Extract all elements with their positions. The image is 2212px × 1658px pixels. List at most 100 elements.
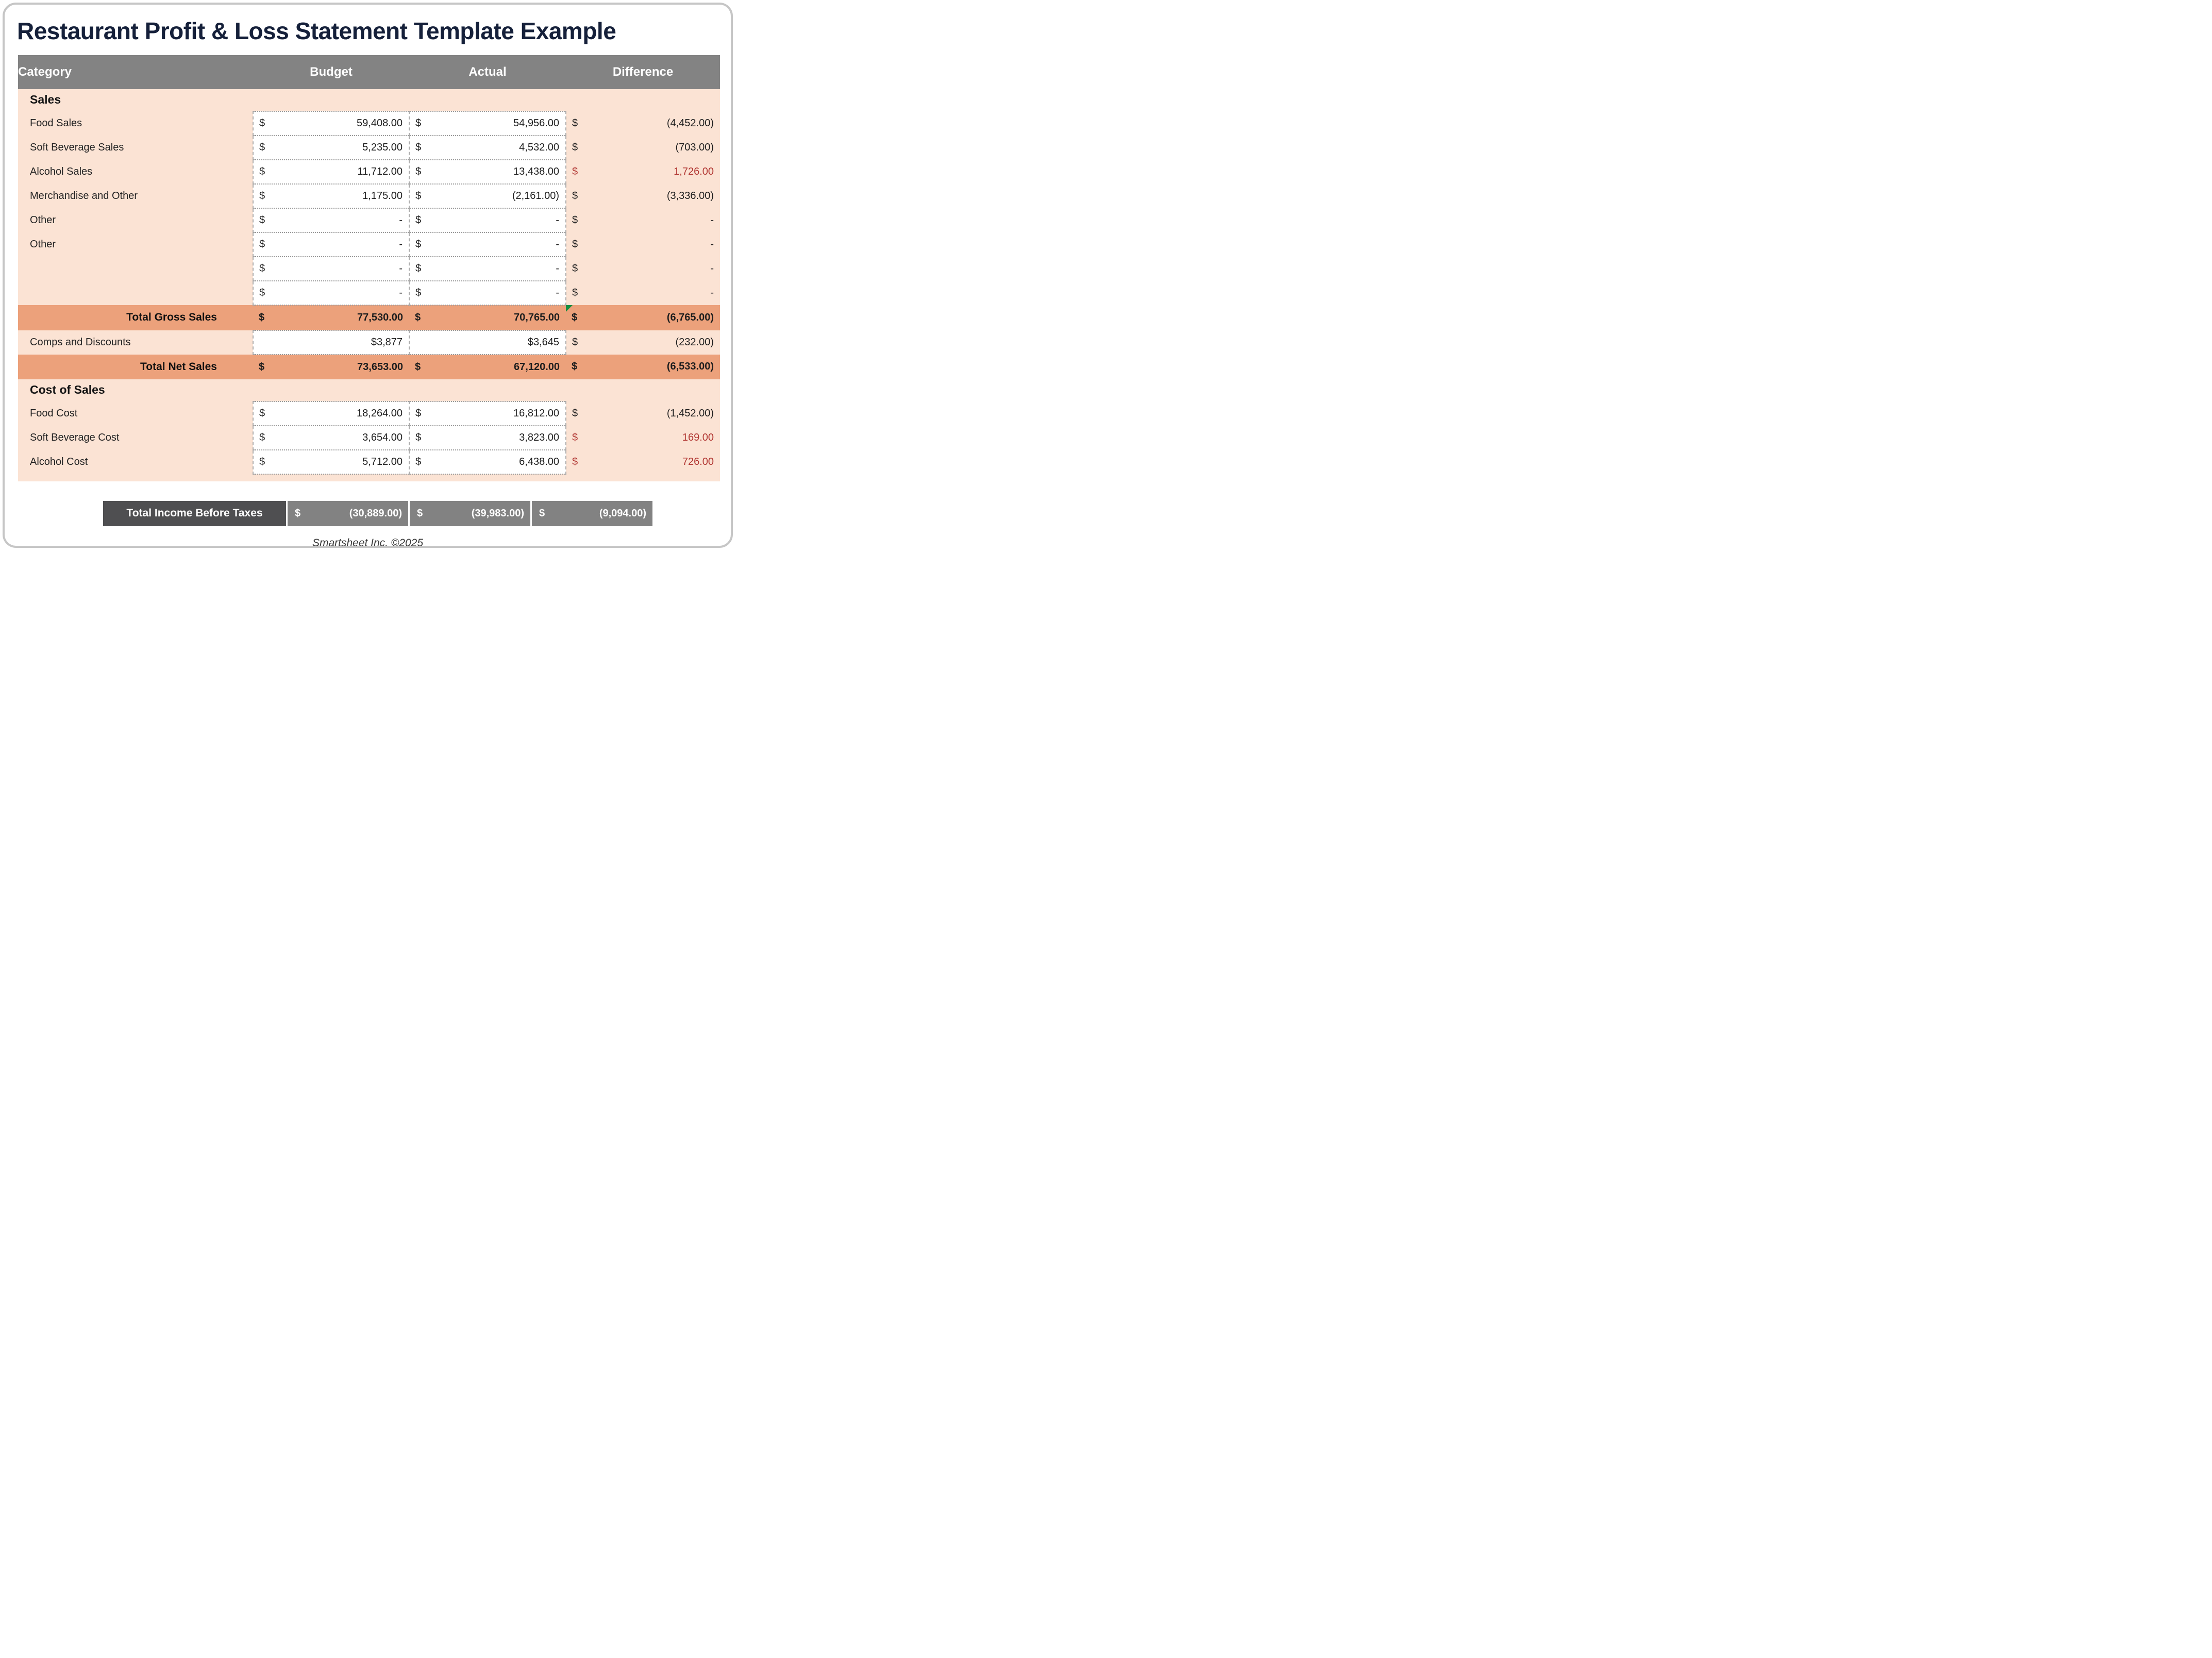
actual-value: $3,645 [527, 336, 559, 348]
currency-symbol: $ [572, 431, 578, 443]
actual-input-cell[interactable]: $ - [409, 280, 566, 306]
table-row: $ - $ - $ - [18, 280, 720, 306]
currency-symbol: $ [259, 165, 265, 177]
currency-symbol: $ [572, 165, 578, 177]
grand-total-actual-cell: $ (39,983.00) [410, 500, 530, 526]
currency-symbol: $ [572, 238, 578, 250]
budget-value: - [399, 262, 403, 274]
difference-value: (232.00) [675, 336, 714, 348]
actual-value: 3,823.00 [519, 431, 559, 443]
currency-symbol: $ [259, 117, 265, 129]
budget-input-cell[interactable]: $ - [253, 207, 410, 233]
budget-input-cell[interactable]: $5,235.00 [253, 135, 410, 160]
total-gross-sales-actual: $70,765.00 [409, 305, 566, 330]
currency-symbol: $ [415, 117, 422, 129]
budget-value: $3,877 [371, 336, 403, 348]
grand-total-budget-cell: $ (30,889.00) [288, 500, 408, 526]
currency-symbol: $ [259, 407, 265, 419]
column-header-category: Category [18, 55, 253, 89]
table-row: Other $ - $ - $ - [18, 231, 720, 257]
actual-input-cell[interactable]: $3,823.00 [409, 425, 566, 450]
category-cell: Food Cost [18, 401, 253, 426]
budget-value: 5,235.00 [362, 141, 403, 153]
actual-value: - [556, 238, 559, 250]
table-row: Alcohol Cost $5,712.00 $6,438.00 $726.00 [18, 449, 720, 475]
section-label: Sales [18, 89, 720, 111]
table-header-row: Category Budget Actual Difference [18, 55, 720, 89]
budget-input-cell[interactable]: $ - [253, 280, 410, 306]
budget-value: 3,654.00 [362, 431, 403, 443]
difference-value: (3,336.00) [666, 190, 714, 202]
difference-value: - [710, 262, 714, 274]
budget-input-cell[interactable]: $5,712.00 [253, 449, 410, 475]
actual-value: 67,120.00 [514, 361, 560, 373]
currency-symbol: $ [259, 287, 265, 298]
grand-total-row: Total Income Before Taxes $ (30,889.00) $… [103, 500, 731, 526]
budget-input-cell[interactable]: $59,408.00 [253, 110, 410, 136]
budget-input-cell[interactable]: $ - [253, 256, 410, 281]
budget-input-cell[interactable]: $3,654.00 [253, 425, 410, 450]
actual-value: - [556, 214, 559, 226]
budget-input-cell[interactable]: $18,264.00 [253, 400, 410, 426]
column-header-budget: Budget [253, 55, 409, 89]
currency-symbol: $ [415, 214, 422, 226]
template-card: Restaurant Profit & Loss Statement Templ… [3, 3, 733, 548]
total-net-sales-budget: $73,653.00 [253, 354, 409, 379]
table-row: Soft Beverage Sales $5,235.00 $4,532.00 … [18, 135, 720, 160]
category-cell: Other [18, 208, 253, 232]
table-row: Other $ - $ - $ - [18, 207, 720, 233]
formula-flag-icon [566, 305, 573, 312]
budget-value: 59,408.00 [357, 117, 403, 129]
currency-symbol: $ [572, 190, 578, 202]
currency-symbol: $ [415, 407, 422, 419]
difference-value: - [710, 214, 714, 226]
total-net-sales-difference: $ (6,533.00) [566, 354, 720, 379]
comps-and-discounts-row: Comps and Discounts $3,877 $3,645 $ (232.… [18, 329, 720, 355]
budget-input-cell[interactable]: $ - [253, 231, 410, 257]
actual-input-cell[interactable]: $13,438.00 [409, 159, 566, 185]
currency-symbol: $ [572, 141, 578, 153]
grand-total-budget-value: (30,889.00) [349, 507, 402, 519]
budget-input-cell[interactable]: $1,175.00 [253, 183, 410, 209]
actual-input-cell[interactable]: $54,956.00 [409, 110, 566, 136]
actual-input-cell[interactable]: $6,438.00 [409, 449, 566, 475]
actual-value: (2,161.00) [512, 190, 559, 202]
page-title: Restaurant Profit & Loss Statement Templ… [17, 18, 616, 44]
table-row: $ - $ - $ - [18, 256, 720, 281]
budget-input-cell[interactable]: $3,877 [253, 329, 410, 355]
currency-symbol: $ [539, 507, 545, 519]
actual-value: - [556, 287, 559, 298]
actual-input-cell[interactable]: $ - [409, 207, 566, 233]
actual-input-cell[interactable]: $3,645 [409, 329, 566, 355]
actual-input-cell[interactable]: $ - [409, 231, 566, 257]
actual-value: 6,438.00 [519, 456, 559, 467]
actual-input-cell[interactable]: $ - [409, 256, 566, 281]
actual-value: 4,532.00 [519, 141, 559, 153]
currency-symbol: $ [415, 141, 422, 153]
actual-value: 13,438.00 [513, 165, 559, 177]
column-header-difference: Difference [566, 55, 720, 89]
difference-cell: $ - [566, 208, 720, 232]
budget-input-cell[interactable]: $11,712.00 [253, 159, 410, 185]
total-gross-sales-label: Total Gross Sales [18, 305, 253, 330]
currency-symbol: $ [415, 238, 422, 250]
grand-total-actual-value: (39,983.00) [471, 507, 524, 519]
section-header-cost-of-sales: Cost of Sales [18, 379, 720, 401]
difference-cell: $ (4,452.00) [566, 111, 720, 136]
table-row: Soft Beverage Cost $3,654.00 $3,823.00 $… [18, 425, 720, 450]
actual-input-cell[interactable]: $4,532.00 [409, 135, 566, 160]
difference-value: (703.00) [675, 141, 714, 153]
currency-symbol: $ [259, 141, 265, 153]
table-row: Merchandise and Other $1,175.00 $ (2,161.… [18, 183, 720, 209]
currency-symbol: $ [295, 507, 301, 519]
actual-input-cell[interactable]: $16,812.00 [409, 400, 566, 426]
currency-symbol: $ [572, 407, 578, 419]
difference-value: (4,452.00) [666, 117, 714, 129]
currency-symbol: $ [417, 507, 423, 519]
category-cell: Alcohol Sales [18, 159, 253, 184]
actual-input-cell[interactable]: $ (2,161.00) [409, 183, 566, 209]
currency-symbol: $ [572, 456, 578, 467]
budget-value: - [399, 287, 403, 298]
currency-symbol: $ [259, 262, 265, 274]
difference-cell: $ (703.00) [566, 135, 720, 160]
